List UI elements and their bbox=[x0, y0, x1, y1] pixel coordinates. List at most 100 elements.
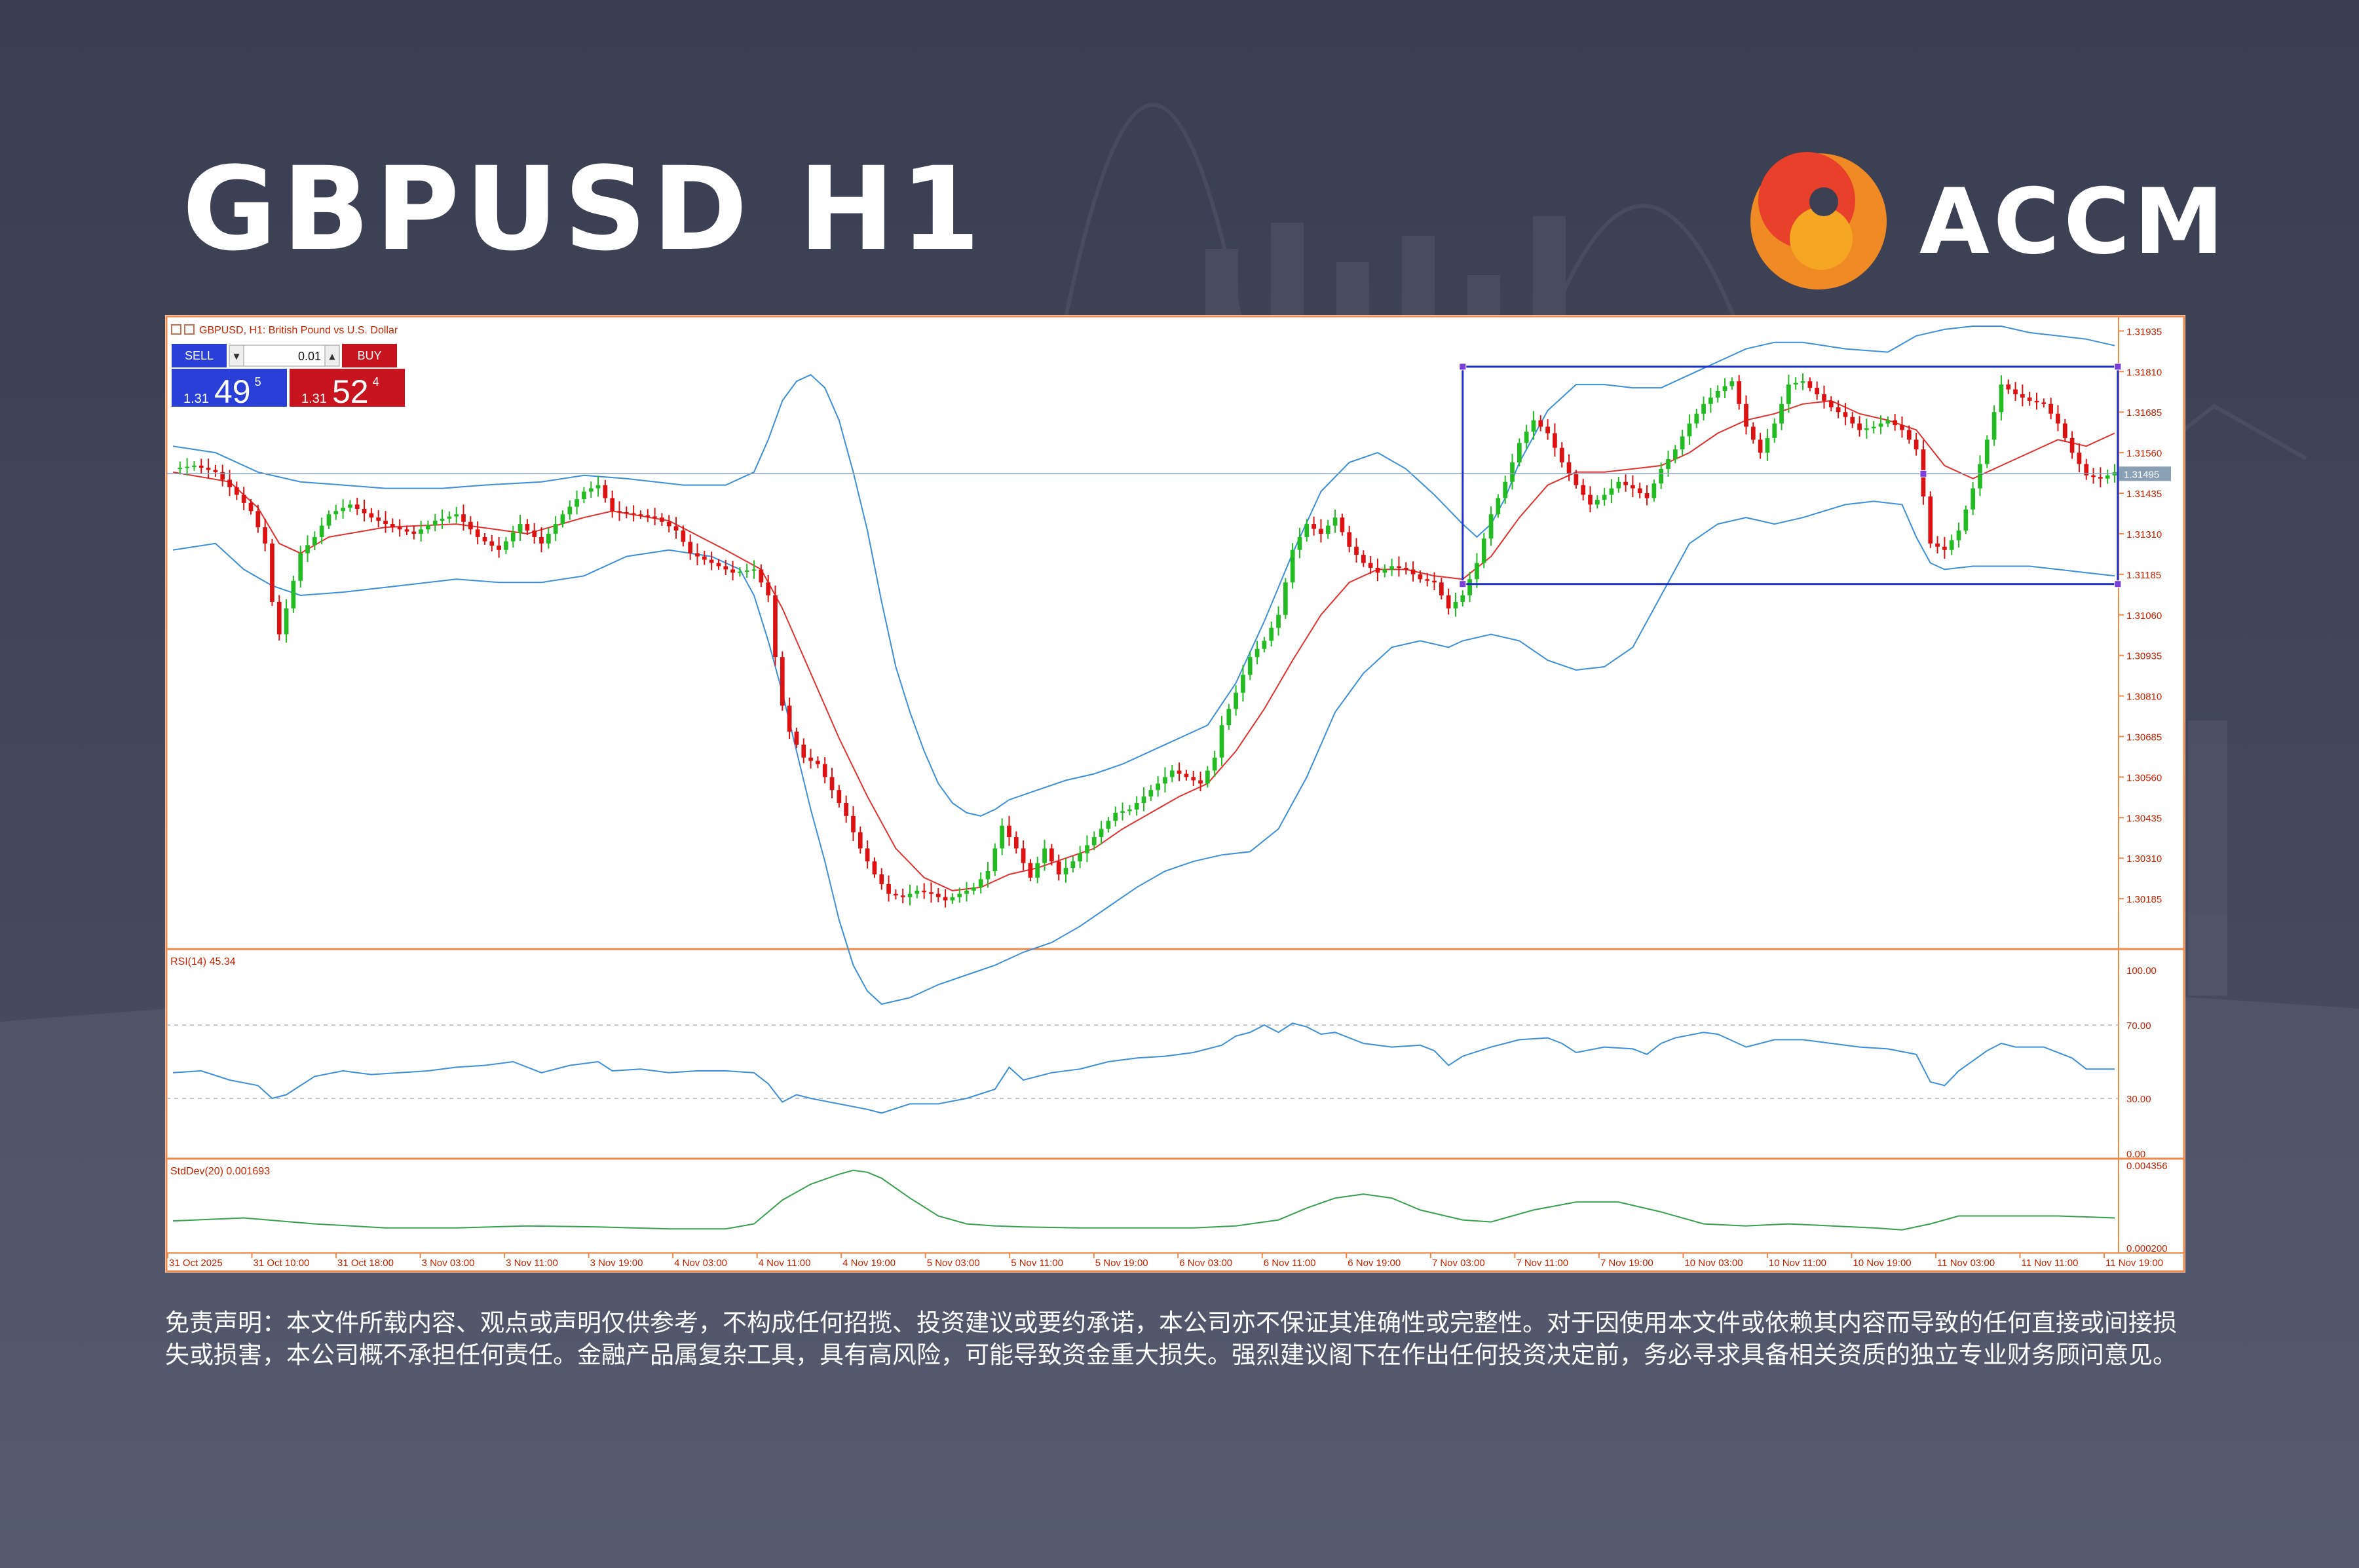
candle-body bbox=[1566, 462, 1572, 474]
candle-body bbox=[1900, 425, 1904, 430]
candle-body bbox=[1488, 514, 1494, 539]
candle-body bbox=[1971, 488, 1976, 510]
candle-body bbox=[935, 893, 941, 897]
candle-body bbox=[1070, 861, 1076, 868]
candle-body bbox=[886, 884, 891, 894]
candle-body bbox=[978, 879, 983, 887]
candle-body bbox=[1949, 540, 1954, 550]
time-axis-label: 4 Nov 03:00 bbox=[674, 1258, 727, 1269]
price-axis-label: 1.31310 bbox=[2126, 529, 2162, 540]
candle-body bbox=[723, 566, 728, 570]
candle-body bbox=[1701, 403, 1706, 414]
candle-body bbox=[858, 832, 863, 849]
candle-body bbox=[1857, 423, 1862, 430]
candle-body bbox=[1403, 567, 1408, 570]
rectangle-handle[interactable] bbox=[1459, 580, 1467, 588]
candle-body bbox=[844, 803, 849, 816]
volume-up-button[interactable] bbox=[324, 345, 340, 367]
candle-body bbox=[1672, 449, 1678, 460]
time-axis-label: 7 Nov 19:00 bbox=[1600, 1258, 1653, 1269]
candle-body bbox=[865, 848, 870, 862]
candle-body bbox=[1312, 524, 1316, 529]
candle-body bbox=[2069, 438, 2075, 453]
candle-body bbox=[716, 563, 721, 567]
candle-body bbox=[744, 570, 749, 572]
candle-body bbox=[1687, 423, 1692, 437]
candle-body bbox=[738, 571, 742, 573]
candle-body bbox=[1793, 383, 1798, 385]
candle-body bbox=[709, 559, 714, 563]
rectangle-handle[interactable] bbox=[2114, 363, 2122, 371]
candle-body bbox=[213, 470, 218, 472]
time-axis: 31 Oct 2025 31 Oct 10:00 31 Oct 18:00 3 Nov… bbox=[167, 1253, 2163, 1269]
candle-body bbox=[1410, 569, 1416, 574]
moving-average-line bbox=[172, 400, 2115, 891]
candle-body bbox=[1085, 845, 1089, 853]
candle-body bbox=[1397, 566, 1401, 568]
candle-body bbox=[1616, 481, 1621, 489]
candle-body bbox=[1042, 848, 1047, 863]
time-axis-label: 4 Nov 11:00 bbox=[759, 1258, 811, 1269]
candle-body bbox=[1737, 381, 1742, 404]
candle-body bbox=[1453, 601, 1458, 608]
candle-body bbox=[1644, 493, 1650, 498]
time-axis-label: 11 Nov 11:00 bbox=[2021, 1258, 2078, 1269]
candle-body bbox=[1467, 579, 1472, 596]
candle-body bbox=[1517, 443, 1522, 462]
rsi-axis-label: 100.00 bbox=[2126, 965, 2157, 977]
candle-body bbox=[461, 514, 466, 522]
rectangle-handle[interactable] bbox=[1459, 363, 1467, 371]
candle-body bbox=[1475, 563, 1479, 580]
candle-body bbox=[1503, 481, 1508, 498]
sell-price-box[interactable] bbox=[172, 369, 287, 407]
price-axis-label: 1.30810 bbox=[2126, 692, 2162, 703]
buy-price-big: 52 bbox=[332, 373, 369, 410]
candle-body bbox=[362, 508, 367, 513]
bollinger-upper-line bbox=[172, 326, 2115, 817]
candle-body bbox=[907, 893, 913, 897]
candle-body bbox=[1382, 569, 1387, 573]
candle-body bbox=[1219, 725, 1224, 758]
time-axis-label: 10 Nov 03:00 bbox=[1684, 1258, 1743, 1269]
time-axis-label: 5 Nov 03:00 bbox=[927, 1258, 980, 1269]
rsi-axis-label: 0.00 bbox=[2126, 1149, 2145, 1160]
candle-body bbox=[1283, 582, 1288, 615]
candle-body bbox=[1241, 675, 1245, 693]
candle-body bbox=[298, 553, 303, 581]
price-axis-label: 1.31810 bbox=[2126, 367, 2162, 378]
time-axis-label: 3 Nov 19:00 bbox=[590, 1258, 643, 1269]
candle-body bbox=[2077, 453, 2082, 464]
candle-body bbox=[943, 897, 948, 901]
candle-body bbox=[482, 536, 487, 542]
candle-body bbox=[1850, 417, 1855, 424]
range-rectangle bbox=[1462, 365, 2119, 586]
candle-body bbox=[1425, 579, 1430, 581]
candle-body bbox=[276, 601, 282, 635]
price-axis-label: 1.31435 bbox=[2126, 489, 2162, 500]
candle-body bbox=[553, 524, 558, 534]
candle-body bbox=[241, 495, 246, 503]
sell-button-label: SELL bbox=[185, 349, 214, 362]
buy-price: 1.31 52 4 bbox=[301, 373, 379, 410]
candle-body bbox=[348, 504, 352, 508]
time-axis-label: 5 Nov 19:00 bbox=[1095, 1258, 1148, 1269]
buy-price-box[interactable] bbox=[290, 369, 405, 407]
rectangle-handle[interactable] bbox=[1919, 470, 1927, 477]
logo-cutout bbox=[1809, 187, 1838, 216]
candle-body bbox=[1212, 757, 1217, 771]
candle-body bbox=[419, 529, 423, 534]
rectangle-handle[interactable] bbox=[2114, 580, 2122, 588]
candle-body bbox=[390, 524, 395, 528]
sell-button[interactable] bbox=[172, 344, 227, 367]
candle-body bbox=[227, 479, 232, 487]
candle-body bbox=[2084, 464, 2089, 476]
candle-body bbox=[816, 760, 820, 764]
buy-button[interactable] bbox=[342, 344, 397, 367]
candle-body bbox=[305, 545, 310, 553]
candle-body bbox=[1765, 438, 1770, 453]
candle-body bbox=[539, 536, 544, 544]
volume-input[interactable] bbox=[243, 345, 326, 367]
current-price-tag bbox=[2119, 466, 2171, 481]
candle-body bbox=[582, 491, 586, 500]
candle-body bbox=[1843, 412, 1848, 417]
